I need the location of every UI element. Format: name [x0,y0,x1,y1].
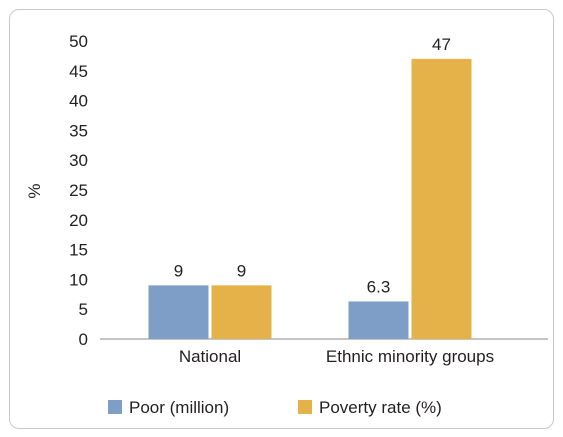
y-tick-label: 5 [79,300,88,319]
legend-swatch [108,400,122,414]
y-axis-label: % [25,183,44,198]
legend: Poor (million) Poverty rate (%) [108,398,442,417]
data-label: 9 [174,261,183,280]
legend-swatch [298,400,312,414]
bar-poverty-rate-ethnic-minority [411,58,472,339]
y-tick-label: 40 [69,92,88,111]
legend-label: Poor (million) [129,398,229,417]
y-tick-label: 35 [69,121,88,140]
y-tick-label: 45 [69,62,88,81]
category-labels: National Ethnic minority groups [179,347,494,366]
category-label: National [179,347,241,366]
y-tick-label: 15 [69,241,88,260]
data-label: 9 [237,261,246,280]
y-tick-label: 20 [69,211,88,230]
data-labels: 9 9 6.3 47 [174,35,451,297]
y-axis-ticks: 0 5 10 15 20 25 30 35 40 45 50 [69,32,88,349]
y-tick-label: 25 [69,181,88,200]
bars [148,58,472,339]
bar-poverty-rate-national [211,285,272,339]
bar-poor-national [148,285,209,339]
category-label: Ethnic minority groups [326,347,494,366]
y-tick-label: 50 [69,32,88,51]
data-label: 6.3 [367,277,391,296]
bar-poor-ethnic-minority [348,301,409,339]
data-label: 47 [432,35,451,54]
y-tick-label: 10 [69,270,88,289]
y-tick-label: 30 [69,151,88,170]
legend-label: Poverty rate (%) [319,398,442,417]
y-tick-label: 0 [79,330,88,349]
